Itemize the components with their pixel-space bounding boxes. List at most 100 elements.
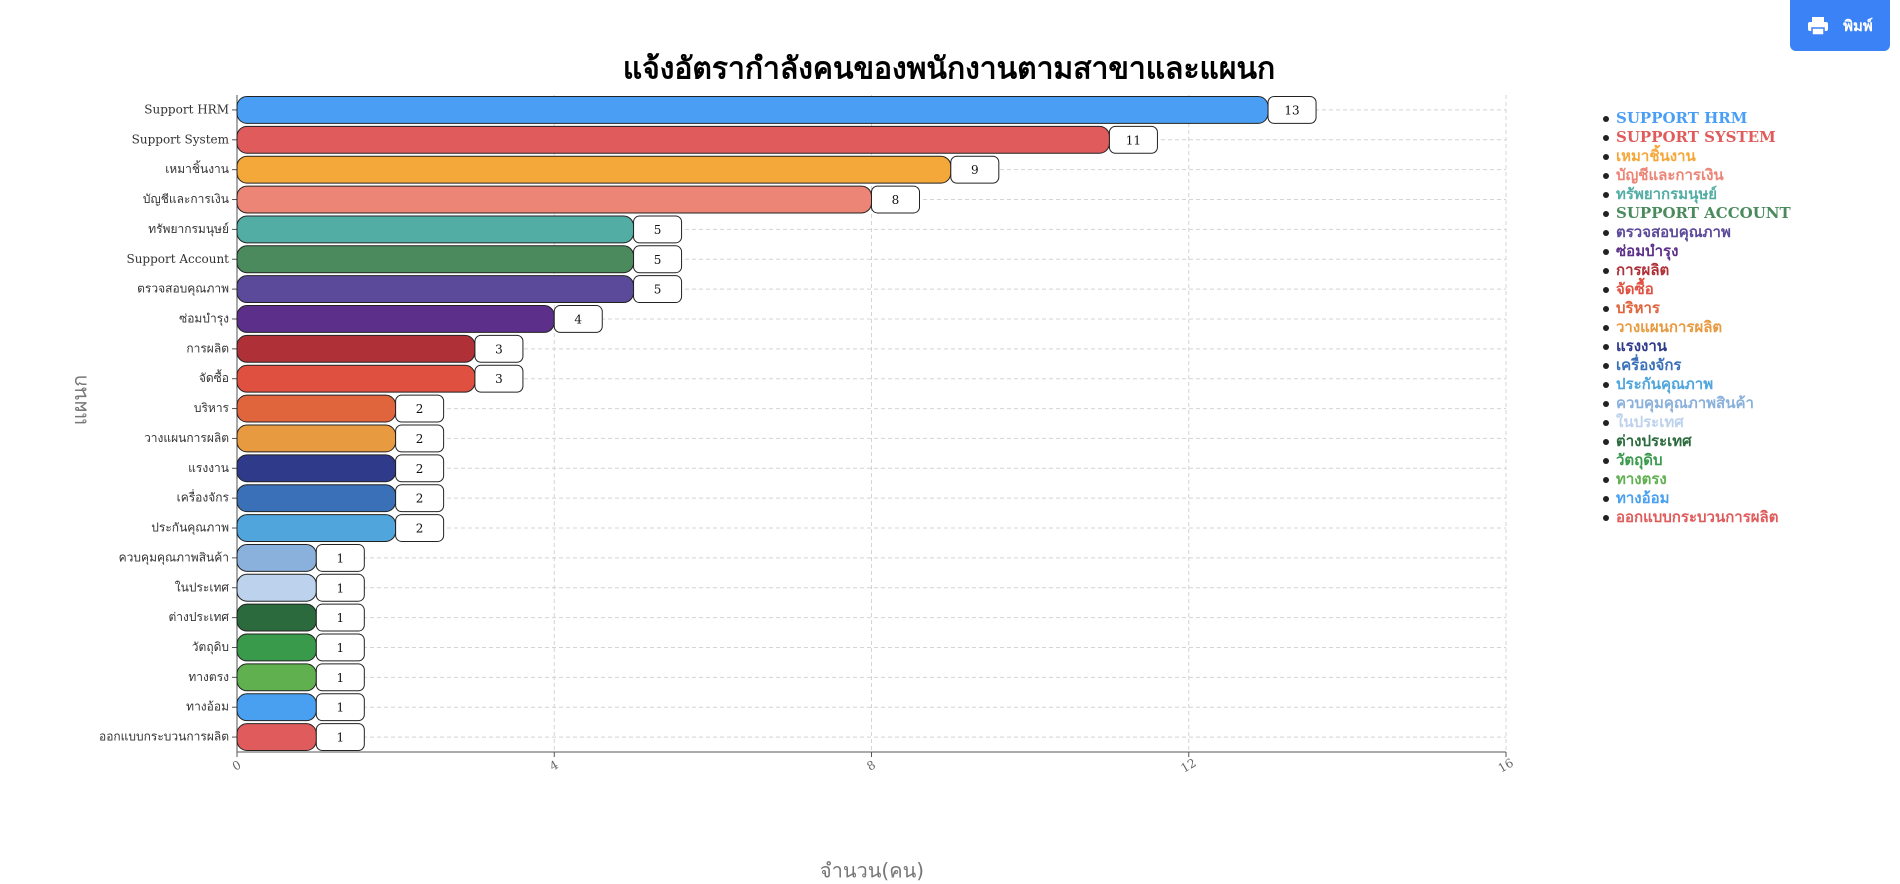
y-tick-label: ซ่อมบำรุง: [179, 311, 229, 326]
bar: [236, 723, 317, 752]
value-label: 2: [416, 522, 424, 536]
value-label: 9: [971, 163, 979, 177]
y-axis-label: แผนก: [68, 375, 92, 425]
value-label: 13: [1284, 103, 1299, 117]
y-tick-label: ทางอ้อม: [186, 700, 229, 714]
legend-entry: บริหาร: [1616, 299, 1661, 317]
value-label-box: [1267, 95, 1317, 124]
bar: [236, 573, 317, 602]
value-label-box: [633, 215, 683, 244]
bar: [236, 514, 397, 542]
x-tick-label: 0: [230, 758, 244, 774]
print-button[interactable]: พิมพ์: [1790, 0, 1890, 51]
value-label-box: [950, 155, 1000, 184]
value-label-box: [315, 693, 365, 722]
value-label: 1: [336, 701, 344, 715]
value-label-box: [395, 424, 445, 453]
legend-bullet: [1603, 439, 1609, 445]
bar: [236, 305, 555, 333]
legend-bullet: [1603, 344, 1609, 350]
y-tick-label: ทรัพยากรมนุษย์: [148, 222, 229, 237]
bar: [236, 633, 317, 662]
value-label-box: [871, 185, 920, 214]
y-tick-label: จัดซื้อ: [199, 369, 229, 385]
y-tick-label: ควบคุมคุณภาพสินค้า: [119, 550, 229, 565]
legend-entry: ประกันคุณภาพ: [1616, 375, 1713, 394]
value-label: 1: [336, 671, 344, 685]
legend-entry: SUPPORT HRM: [1616, 109, 1747, 127]
legend-entry: SUPPORT ACCOUNT: [1616, 204, 1791, 222]
value-label-box: [315, 543, 365, 572]
value-label: 2: [416, 432, 424, 446]
legend-entry: เหมาชิ้นงาน: [1616, 144, 1697, 165]
legend-bullet: [1603, 458, 1609, 464]
y-tick-label: ต่างประเทศ: [168, 610, 229, 624]
bar: [236, 275, 635, 304]
value-label-box: [315, 603, 365, 632]
legend-entry: ควบคุมคุณภาพสินค้า: [1616, 394, 1754, 413]
value-label-box: [395, 454, 445, 483]
legend-entry: แรงงาน: [1616, 337, 1668, 355]
legend-bullet: [1603, 173, 1609, 179]
legend-bullet: [1603, 268, 1609, 274]
legend-bullet: [1603, 249, 1609, 255]
x-axis-label: จำนวน(คน): [820, 859, 924, 883]
bar: [236, 245, 635, 274]
legend-bullet: [1603, 477, 1609, 483]
x-tick-label: 4: [547, 757, 561, 773]
bar: [236, 155, 952, 184]
legend-bullet: [1603, 382, 1609, 388]
bar: [236, 95, 1269, 124]
value-label: 1: [336, 551, 344, 565]
legend-bullet: [1603, 287, 1609, 293]
y-tick-label: ทางตรง: [188, 670, 229, 684]
legend-bullet: [1603, 154, 1609, 160]
legend-bullet: [1603, 420, 1609, 426]
value-label: 4: [574, 312, 582, 326]
value-label-box: [474, 334, 524, 363]
value-label: 8: [892, 193, 900, 207]
y-tick-label: บริหาร: [194, 401, 230, 415]
value-label-box: [395, 514, 445, 542]
y-tick-label: เหมาชิ้นงาน: [165, 160, 229, 176]
value-label: 2: [416, 492, 424, 506]
legend-entry: ตรวจสอบคุณภาพ: [1616, 223, 1731, 242]
legend-bullet: [1603, 363, 1609, 369]
value-label-box: [553, 305, 603, 333]
bar: [236, 693, 317, 722]
legend-entry: บัญชีและการเงิน: [1616, 166, 1724, 184]
value-label: 5: [654, 283, 662, 297]
x-tick-label: 8: [864, 758, 878, 774]
value-label-box: [395, 484, 445, 513]
value-label-box: [1108, 125, 1158, 154]
value-label-box: [633, 245, 683, 274]
value-label-box: [315, 723, 365, 752]
y-tick-label: ในประเทศ: [175, 580, 230, 594]
legend-entry: SUPPORT SYSTEM: [1616, 128, 1776, 146]
y-tick-label: การผลิต: [186, 341, 229, 355]
value-label-box: [395, 394, 445, 423]
bar: [236, 185, 872, 214]
legend-bullet: [1603, 211, 1609, 217]
value-label: 3: [495, 342, 503, 356]
bar: [236, 543, 317, 572]
x-tick-label: 16: [1496, 756, 1516, 776]
legend-bullet: [1603, 401, 1609, 407]
legend-entry: เครื่องจักร: [1616, 354, 1682, 374]
bar: [236, 484, 397, 513]
bar: [236, 125, 1110, 154]
y-tick-label: วางแผนการผลิต: [144, 431, 229, 445]
legend-bullet: [1603, 496, 1609, 502]
value-label: 11: [1126, 133, 1141, 147]
y-tick-label: ตรวจสอบคุณภาพ: [137, 282, 229, 297]
value-label-box: [474, 364, 524, 393]
value-label: 5: [654, 253, 662, 267]
value-label-box: [315, 573, 365, 602]
legend-entry: วัตถุดิบ: [1616, 451, 1663, 470]
legend-bullet: [1603, 515, 1609, 521]
y-tick-label: แรงงาน: [188, 461, 229, 475]
legend-bullet: [1603, 192, 1609, 198]
y-tick-label: Support HRM: [144, 102, 229, 116]
bar: [236, 454, 397, 483]
legend-entry: ทรัพยากรมนุษย์: [1616, 185, 1717, 204]
